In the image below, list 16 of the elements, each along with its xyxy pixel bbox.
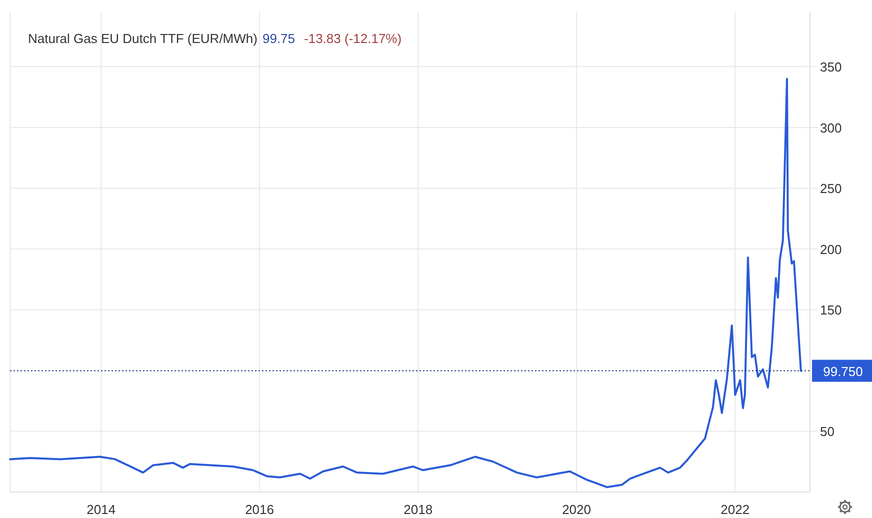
y-tick-label: 350 — [820, 60, 842, 75]
y-tick-label: 300 — [820, 120, 842, 136]
y-tick-label: 150 — [820, 302, 842, 318]
line-series — [9, 78, 802, 488]
y-tick-label: 250 — [820, 181, 842, 196]
y-tick-label: 200 — [820, 242, 842, 257]
x-tick-label: 2020 — [562, 502, 591, 517]
annotation: 99.75 — [262, 31, 296, 46]
x-tick-label: 2014 — [86, 502, 116, 517]
x-tick-label: 2016 — [245, 502, 274, 517]
x-tick-label: 2018 — [404, 502, 433, 517]
annotation: -13.83 (-12.17%) — [304, 31, 402, 46]
y-tick-label: 50 — [820, 424, 834, 440]
text: Natural Gas EU Dutch TTF (EUR/MWh) — [28, 31, 258, 46]
x-tick-label: 2022 — [720, 502, 750, 517]
ref-line-label: 99.750 — [823, 364, 863, 379]
